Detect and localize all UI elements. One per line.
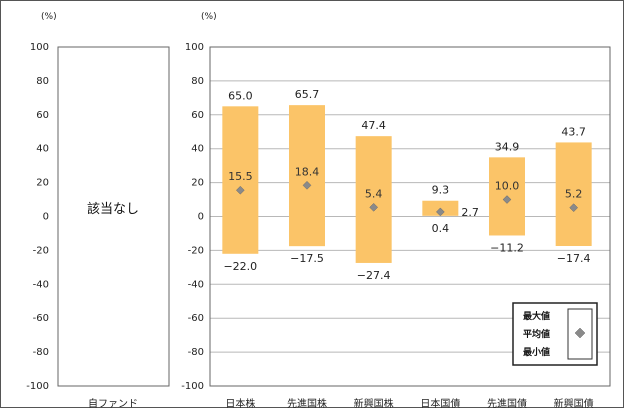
right-y-unit: (%) [201,12,217,22]
right-y-tick-label: -20 [188,245,204,256]
right-y-tick-label: 0 [198,212,204,223]
legend-min-label: 最小値 [523,346,550,358]
left-y-tick-label: -60 [33,313,49,324]
range-bars: 65.0 15.5 −22.0 65.7 18.4 −17.5 47.4 5.4 −27.4 9.… [222,88,591,282]
category-label: 新興国株 [354,397,394,410]
category-label: 先進国株 [287,397,327,410]
left-y-tick-label: -40 [33,279,49,290]
left-y-tick-label: 40 [36,144,49,155]
max-value-label: 65.0 [228,89,253,102]
left-y-tick-label: 20 [36,178,49,189]
max-value-label: 43.7 [561,125,586,138]
right-y-tick-label: -80 [188,347,204,358]
max-value-label: 9.3 [432,184,450,197]
min-value-label: −22.0 [223,260,257,273]
left-y-tick-label: 60 [36,110,49,121]
not-applicable-label: 該当なし [87,201,139,217]
category-labels: 日本株 先進国株 新興国株 日本国債 先進国債 新興国債 [225,397,593,410]
left-y-tick-label: -100 [26,381,49,392]
mean-value-label: 5.2 [565,188,583,201]
left-y-tick-label: 100 [30,42,49,53]
right-y-tick-label: -60 [188,313,204,324]
legend: 最大値 平均値 最小値 [513,303,597,365]
right-y-tick-label: -40 [188,279,204,290]
right-y-tick-label: 80 [191,76,204,87]
right-y-tick-label: -100 [181,381,204,392]
legend-mean-label: 平均値 [523,328,550,340]
max-value-label: 47.4 [361,119,386,132]
mean-value-label: 18.4 [295,165,320,178]
left-y-tick-label: -80 [33,347,49,358]
mean-value-label: 15.5 [228,170,253,183]
right-panel: (%) 100 80 60 40 20 0 -20 -40 -60 -80 -100 65.0 15.… [181,12,610,410]
left-y-tick-label: -20 [33,245,49,256]
min-value-label: −11.2 [490,241,524,254]
min-value-label: 0.4 [432,222,450,235]
category-label: 日本株 [225,397,255,410]
right-y-ticks: 100 80 60 40 20 0 -20 -40 -60 -80 -100 [181,42,204,392]
category-label: 先進国債 [487,397,527,410]
min-value-label: −27.4 [357,269,391,282]
category-label: 新興国債 [554,397,594,410]
max-value-label: 34.9 [495,140,520,153]
mean-value-label: 5.4 [365,187,383,200]
legend-max-label: 最大値 [523,310,550,322]
left-y-tick-label: 80 [36,76,49,87]
left-y-ticks: 100 80 60 40 20 0 -20 -40 -60 -80 -100 [26,42,49,392]
right-y-tick-label: 60 [191,110,204,121]
left-panel: (%) 100 80 60 40 20 0 -20 -40 -60 -80 -100 該当なし 自フ… [26,12,169,410]
mean-value-label: 2.7 [461,206,479,219]
left-y-tick-label: 0 [43,212,49,223]
left-category-label: 自ファンド [88,397,138,410]
mean-value-label: 10.0 [495,180,520,193]
category-label: 日本国債 [420,397,460,410]
right-y-tick-label: 20 [191,178,204,189]
left-y-unit: (%) [41,12,57,22]
min-value-label: −17.5 [290,252,324,265]
max-value-label: 65.7 [295,88,320,101]
right-y-tick-label: 100 [185,42,204,53]
min-value-label: −17.4 [557,252,591,265]
right-y-tick-label: 40 [191,144,204,155]
